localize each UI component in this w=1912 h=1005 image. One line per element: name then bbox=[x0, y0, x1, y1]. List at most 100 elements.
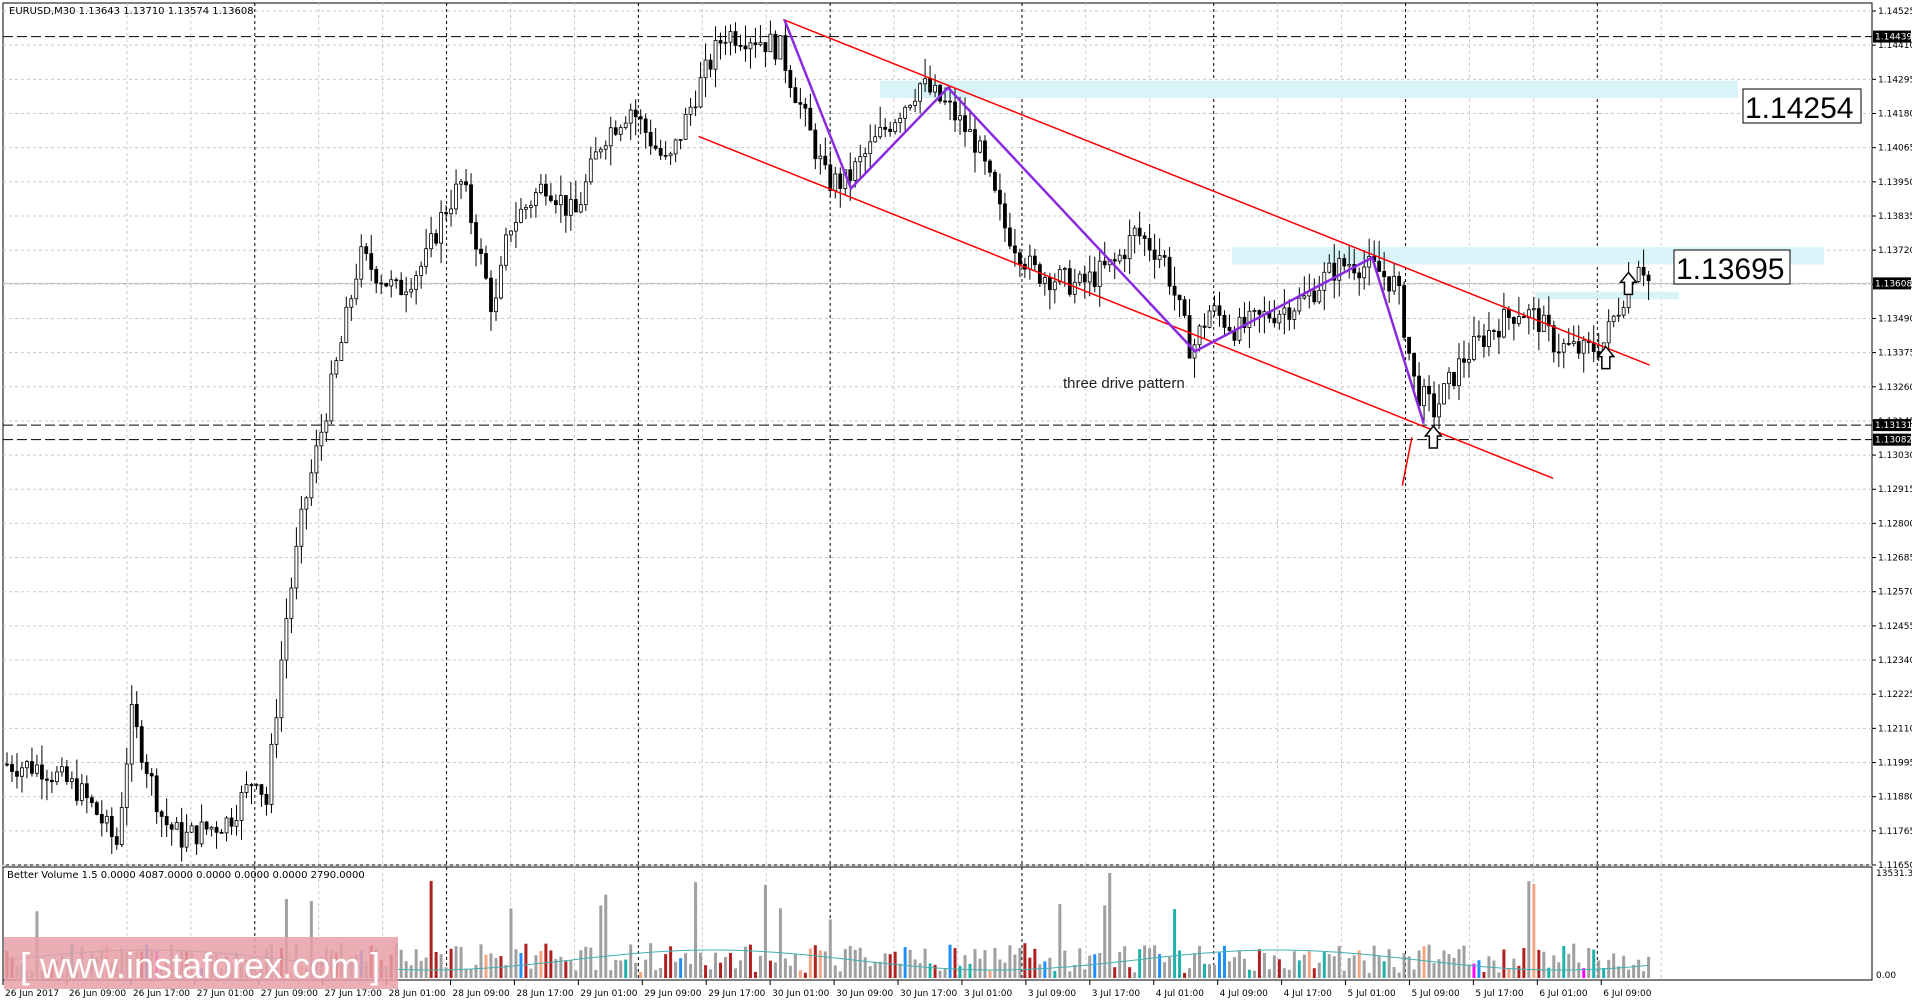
volume-bar-94 bbox=[474, 964, 478, 978]
candle-body-201 bbox=[1008, 227, 1012, 247]
candle-body-154 bbox=[773, 33, 778, 60]
volume-bar-313 bbox=[1567, 953, 1571, 978]
volume-bar-303 bbox=[1517, 965, 1521, 978]
candle-body-4 bbox=[25, 761, 29, 769]
candle-309 bbox=[1546, 296, 1551, 342]
volume-bar-266 bbox=[1332, 956, 1336, 978]
candle-body-155 bbox=[778, 35, 783, 60]
candle-86 bbox=[434, 229, 439, 246]
candle-100 bbox=[504, 227, 508, 271]
candle-body-151 bbox=[758, 42, 763, 46]
candle-body-310 bbox=[1551, 325, 1556, 353]
volume-bar-183 bbox=[918, 963, 922, 978]
volume-bar-88 bbox=[444, 967, 448, 978]
volume-bar-254 bbox=[1272, 955, 1276, 978]
candle-106 bbox=[534, 188, 538, 218]
current-price-label-box bbox=[1873, 277, 1911, 290]
candle-249 bbox=[1247, 301, 1252, 348]
candle-109 bbox=[548, 183, 553, 203]
candle-body-160 bbox=[803, 103, 808, 109]
label-1-13695: 1.13695 bbox=[1673, 249, 1791, 286]
candle-6 bbox=[35, 754, 39, 777]
volume-bar-267 bbox=[1337, 945, 1341, 978]
candle-body-225 bbox=[1127, 235, 1132, 260]
volume-bar-119 bbox=[599, 905, 603, 978]
candle-149 bbox=[748, 37, 753, 69]
volume-scale-max: 13531.35 bbox=[1876, 869, 1912, 879]
candle-body-2 bbox=[15, 771, 19, 777]
candle-150 bbox=[753, 27, 758, 58]
current-price-label: 1.13608 bbox=[1873, 277, 1912, 290]
candle-body-167 bbox=[838, 173, 843, 189]
candle-body-303 bbox=[1516, 316, 1521, 324]
candle-body-324 bbox=[1621, 307, 1626, 316]
candle-8 bbox=[45, 769, 49, 801]
volume-bar-171 bbox=[858, 947, 862, 978]
candle-body-34 bbox=[174, 822, 179, 830]
volume-bar-225 bbox=[1128, 967, 1132, 978]
volume-bar-274 bbox=[1372, 945, 1376, 978]
candle-272 bbox=[1362, 250, 1367, 290]
volume-bar-84 bbox=[424, 957, 428, 978]
candle-body-127 bbox=[638, 116, 643, 120]
candle-body-23 bbox=[119, 807, 124, 845]
candle-body-323 bbox=[1616, 314, 1621, 317]
candle-body-222 bbox=[1112, 259, 1117, 262]
candle-body-116 bbox=[583, 181, 588, 206]
candle-body-182 bbox=[913, 100, 918, 106]
candle-body-306 bbox=[1531, 308, 1536, 311]
candle-69 bbox=[349, 294, 354, 321]
price-tick-label-14: 1.12915 bbox=[1878, 485, 1912, 495]
up-arrow-icon-1 bbox=[1618, 271, 1639, 296]
volume-bar-207 bbox=[1038, 964, 1042, 978]
volume-bar-137 bbox=[689, 963, 693, 978]
candle-251 bbox=[1257, 309, 1262, 333]
candle-291 bbox=[1457, 343, 1461, 401]
candle-body-289 bbox=[1447, 371, 1451, 385]
volume-bar-294 bbox=[1472, 963, 1476, 978]
time-label-25: 6 Jul 09:00 bbox=[1603, 989, 1652, 999]
volume-bar-250 bbox=[1252, 970, 1256, 978]
candle-body-206 bbox=[1032, 255, 1037, 266]
volume-bar-287 bbox=[1437, 959, 1441, 978]
candle-body-130 bbox=[653, 145, 658, 149]
candle-45 bbox=[229, 808, 234, 835]
volume-bar-260 bbox=[1302, 954, 1306, 978]
candle-body-232 bbox=[1162, 255, 1167, 258]
candle-body-202 bbox=[1013, 245, 1017, 254]
candle-body-298 bbox=[1492, 330, 1496, 332]
candle-body-214 bbox=[1072, 281, 1077, 295]
candle-121 bbox=[608, 116, 613, 166]
candle-306 bbox=[1531, 296, 1536, 330]
candle-body-123 bbox=[618, 127, 623, 135]
candle-body-275 bbox=[1377, 261, 1382, 272]
volume-bar-136 bbox=[684, 953, 688, 978]
volume-bar-224 bbox=[1123, 946, 1127, 978]
candle-289 bbox=[1447, 367, 1451, 400]
volume-bar-310 bbox=[1552, 955, 1556, 978]
candle-258 bbox=[1292, 307, 1297, 330]
candle-body-241 bbox=[1207, 310, 1212, 328]
candle-body-92 bbox=[464, 181, 468, 186]
candle-body-309 bbox=[1546, 314, 1551, 327]
candle-body-40 bbox=[204, 821, 209, 830]
volume-bar-120 bbox=[604, 894, 608, 978]
volume-bar-181 bbox=[908, 949, 912, 978]
volume-bar-278 bbox=[1392, 967, 1396, 978]
time-label-11: 29 Jun 17:00 bbox=[708, 989, 765, 999]
candle-body-183 bbox=[918, 83, 923, 102]
volume-bar-115 bbox=[579, 950, 583, 978]
candle-239 bbox=[1197, 324, 1202, 352]
candle-body-90 bbox=[454, 183, 458, 210]
candle-body-328 bbox=[1641, 266, 1646, 276]
volume-bar-317 bbox=[1587, 948, 1591, 978]
volume-bar-100 bbox=[504, 965, 508, 978]
candle-34 bbox=[174, 817, 179, 830]
candle-61 bbox=[309, 459, 314, 506]
volume-bar-246 bbox=[1232, 957, 1236, 978]
candle-body-262 bbox=[1312, 290, 1317, 303]
candle-89 bbox=[449, 189, 453, 227]
candle-103 bbox=[519, 198, 523, 224]
candle-body-211 bbox=[1057, 269, 1062, 283]
candle-body-121 bbox=[608, 127, 613, 147]
